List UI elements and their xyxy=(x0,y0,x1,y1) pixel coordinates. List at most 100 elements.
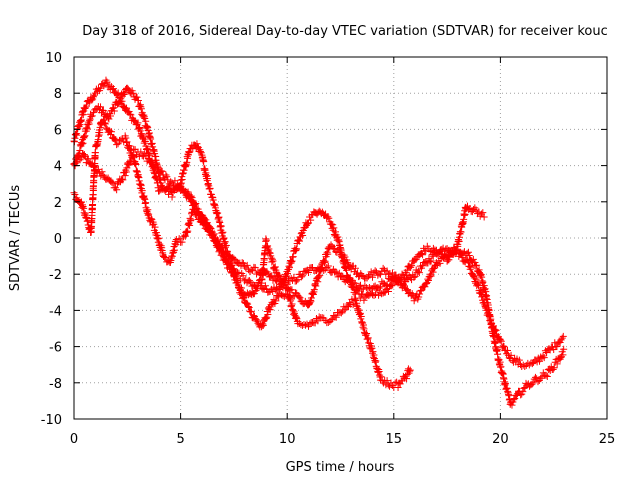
data-point xyxy=(125,142,133,150)
y-tick-label: 0 xyxy=(54,232,62,247)
data-point xyxy=(511,394,519,402)
series-track-3 xyxy=(70,116,414,392)
data-point xyxy=(247,308,255,316)
data-point xyxy=(251,264,259,272)
data-point xyxy=(323,263,331,271)
data-point xyxy=(216,245,224,253)
data-point xyxy=(82,104,90,112)
data-point xyxy=(297,273,305,281)
data-point xyxy=(133,93,141,101)
data-point xyxy=(185,149,193,157)
y-tick-label: 10 xyxy=(45,51,62,66)
data-point xyxy=(186,222,194,230)
data-point xyxy=(164,176,172,184)
data-point xyxy=(327,316,335,324)
data-point xyxy=(481,285,489,293)
data-point xyxy=(500,342,508,350)
data-point xyxy=(349,301,357,309)
data-point xyxy=(233,268,241,276)
data-point xyxy=(181,188,189,196)
data-point xyxy=(238,288,246,296)
data-point xyxy=(146,151,154,159)
data-point xyxy=(461,211,469,219)
data-point xyxy=(520,384,528,392)
y-tick-label: -2 xyxy=(49,268,62,283)
data-point xyxy=(145,210,153,218)
data-point xyxy=(436,259,444,267)
data-point xyxy=(283,270,291,278)
data-point xyxy=(177,179,185,187)
data-point xyxy=(284,265,292,273)
data-point xyxy=(477,289,485,297)
data-point xyxy=(115,98,123,106)
data-point xyxy=(118,175,126,183)
data-point xyxy=(127,157,135,165)
data-point xyxy=(360,325,368,333)
data-point xyxy=(138,131,146,139)
data-point xyxy=(464,248,472,256)
data-point xyxy=(421,283,429,291)
data-point xyxy=(184,227,192,235)
data-point xyxy=(110,107,118,115)
data-point xyxy=(108,178,116,186)
data-point xyxy=(239,272,247,280)
data-point xyxy=(299,272,307,280)
data-point xyxy=(540,354,548,362)
data-point xyxy=(153,160,161,168)
data-point xyxy=(123,138,131,146)
data-point xyxy=(249,281,257,289)
data-point xyxy=(122,168,130,176)
y-tick-label: -10 xyxy=(41,413,62,428)
data-markers xyxy=(70,76,568,409)
data-point xyxy=(314,317,322,325)
data-point xyxy=(129,89,137,97)
data-point xyxy=(84,155,92,163)
data-point xyxy=(77,139,85,147)
data-point xyxy=(472,262,480,270)
data-point xyxy=(171,246,179,254)
data-point xyxy=(299,231,307,239)
data-point xyxy=(155,234,163,242)
data-point xyxy=(113,186,121,194)
data-point xyxy=(351,264,359,272)
data-point xyxy=(454,242,462,250)
data-point xyxy=(79,139,87,147)
data-point xyxy=(285,264,293,272)
data-point xyxy=(316,271,324,279)
data-point xyxy=(403,375,411,383)
data-point xyxy=(351,279,359,287)
data-point xyxy=(377,373,385,381)
y-tick-label: -8 xyxy=(49,377,62,392)
data-point xyxy=(124,143,132,151)
data-point xyxy=(105,115,113,123)
data-point xyxy=(408,262,416,270)
data-point xyxy=(497,337,505,345)
data-point xyxy=(276,272,284,280)
data-point xyxy=(212,237,220,245)
data-point xyxy=(259,320,267,328)
data-point xyxy=(332,268,340,276)
data-point xyxy=(168,193,176,201)
data-point xyxy=(328,220,336,228)
data-point xyxy=(473,261,481,269)
data-point xyxy=(236,289,244,297)
data-point xyxy=(158,167,166,175)
data-point xyxy=(124,141,132,149)
data-point xyxy=(324,250,332,258)
data-point xyxy=(246,307,254,315)
data-point xyxy=(324,213,332,221)
data-point xyxy=(542,371,550,379)
data-point xyxy=(347,277,355,285)
data-point xyxy=(91,149,99,157)
data-point xyxy=(427,272,435,280)
data-point xyxy=(390,275,398,283)
data-point xyxy=(559,351,567,359)
data-point xyxy=(510,396,518,404)
data-point xyxy=(341,253,349,261)
data-point xyxy=(553,360,561,368)
data-point xyxy=(230,273,238,281)
data-point xyxy=(280,279,288,287)
data-point xyxy=(407,263,415,271)
data-point xyxy=(261,282,269,290)
data-point xyxy=(122,134,130,142)
